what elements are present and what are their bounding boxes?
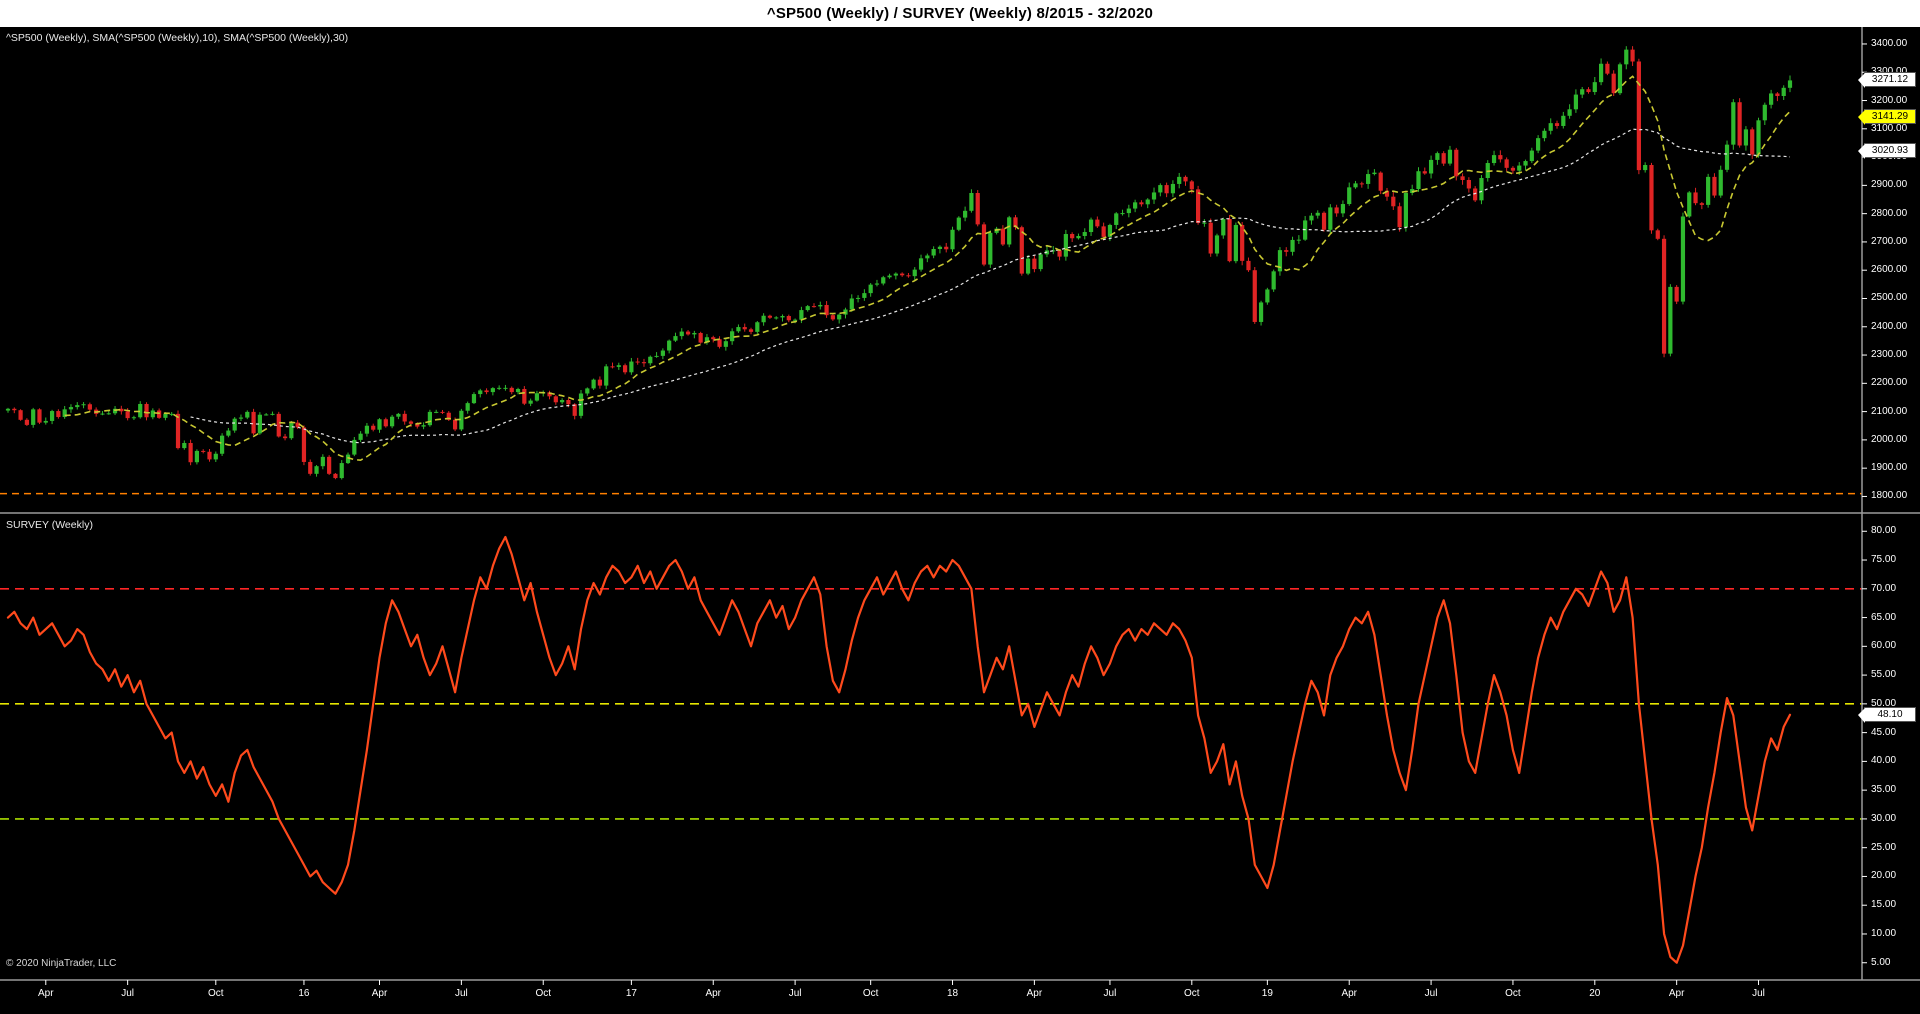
- survey-axis-tick-label: 20.00: [1871, 870, 1897, 882]
- time-axis-tick-label: Apr: [371, 988, 388, 999]
- price-axis-tick-label: 2500.00: [1871, 292, 1908, 304]
- survey-axis-tick-label: 30.00: [1871, 812, 1897, 824]
- time-axis-tick-label: 19: [1261, 988, 1273, 999]
- survey-axis-tick-label: 15.00: [1871, 899, 1897, 911]
- copyright-label: © 2020 NinjaTrader, LLC: [6, 958, 117, 969]
- price-axis-tick-label: 2200.00: [1871, 377, 1908, 389]
- sma10-value-marker: 3141.29: [1858, 109, 1916, 126]
- price-axis-tick-label: 2300.00: [1871, 349, 1908, 361]
- survey-axis-tick-label: 70.00: [1871, 582, 1897, 594]
- time-axis-tick-label: Apr: [1668, 988, 1685, 999]
- survey-axis-tick-label: 5.00: [1871, 956, 1891, 968]
- price-axis-tick-label: 2800.00: [1871, 207, 1908, 219]
- survey-value-marker-value: 48.10: [1877, 708, 1903, 720]
- price-axis-tick-label: 3100.00: [1871, 122, 1908, 134]
- time-axis-tick-label: Jul: [454, 988, 468, 999]
- survey-axis-tick-label: 60.00: [1871, 640, 1897, 652]
- price-axis-tick-label: 3200.00: [1871, 94, 1908, 106]
- survey-panel-label: SURVEY (Weekly): [6, 519, 93, 531]
- survey-axis-tick-label: 45.00: [1871, 726, 1897, 738]
- time-axis-tick-label: Oct: [208, 988, 224, 999]
- time-axis-tick-label: Jul: [1752, 988, 1765, 999]
- time-axis-tick-label: Jul: [788, 988, 802, 999]
- last-price-marker: 3271.12: [1858, 72, 1916, 89]
- time-axis-tick-label: Apr: [1341, 988, 1357, 999]
- time-axis-tick-label: Jul: [121, 988, 135, 999]
- survey-axis-tick-label: 55.00: [1871, 669, 1897, 681]
- survey-axis-tick-label: 10.00: [1871, 927, 1897, 939]
- sma10-value-marker-arrow: [1858, 110, 1865, 126]
- price-panel-label: ^SP500 (Weekly), SMA(^SP500 (Weekly),10)…: [6, 32, 349, 44]
- time-axis-tick-label: Jul: [1103, 988, 1117, 999]
- price-axis-tick-label: 3300.00: [1871, 66, 1907, 78]
- time-axis-tick-label: Apr: [705, 988, 722, 999]
- price-axis-tick-label: 3400.00: [1871, 37, 1908, 49]
- time-axis-tick-label: 17: [625, 988, 637, 999]
- survey-axis-tick-label: 25.00: [1871, 841, 1897, 853]
- time-axis-tick-label: Jul: [1424, 988, 1438, 999]
- sma30-value-marker-arrow: [1858, 144, 1865, 160]
- sma30-value-marker-value: 3020.93: [1871, 145, 1909, 157]
- sma10-value-marker-value: 3141.29: [1871, 111, 1909, 123]
- survey-axis-tick-label: 35.00: [1871, 784, 1897, 796]
- price-axis-tick-label: 2900.00: [1871, 179, 1908, 191]
- last-price-marker-value: 3271.12: [1871, 74, 1909, 86]
- survey-axis-tick-label: 65.00: [1871, 611, 1897, 623]
- time-axis-tick-label: 18: [946, 988, 959, 999]
- price-axis-tick-label: 2400.00: [1871, 320, 1908, 332]
- price-axis-tick-label: 2700.00: [1871, 235, 1908, 247]
- price-axis-tick-label: 1800.00: [1871, 490, 1908, 502]
- time-axis-tick-label: Apr: [1026, 988, 1043, 999]
- price-axis-tick-label: 1900.00: [1871, 462, 1908, 474]
- price-axis-tick-label: 2600.00: [1871, 264, 1908, 276]
- price-axis-tick-label: 2100.00: [1871, 405, 1908, 417]
- survey-axis-tick-label: 80.00: [1871, 525, 1897, 537]
- survey-axis-tick-label: 75.00: [1871, 554, 1897, 566]
- survey-value-marker: 48.10: [1858, 706, 1916, 723]
- sma30-value-marker: 3020.93: [1858, 143, 1916, 160]
- time-axis-tick-label: Oct: [535, 988, 551, 999]
- survey-axis-tick-label: 50.00: [1871, 697, 1897, 709]
- time-axis-tick-label: 20: [1589, 988, 1601, 999]
- time-axis-tick-label: Apr: [37, 988, 54, 999]
- chart-title: ^SP500 (Weekly) / SURVEY (Weekly) 8/2015…: [0, 0, 1920, 27]
- last-price-marker-arrow: [1858, 73, 1865, 89]
- time-axis-tick-label: Oct: [862, 988, 879, 999]
- time-axis-tick-label: Oct: [1505, 988, 1521, 999]
- survey-value-marker-arrow: [1858, 707, 1865, 723]
- survey-axis-tick-label: 40.00: [1871, 755, 1897, 767]
- price-axis-tick-label: 2000.00: [1871, 433, 1908, 445]
- time-axis-tick-label: Oct: [1184, 988, 1200, 999]
- time-axis-tick-label: 16: [298, 988, 310, 999]
